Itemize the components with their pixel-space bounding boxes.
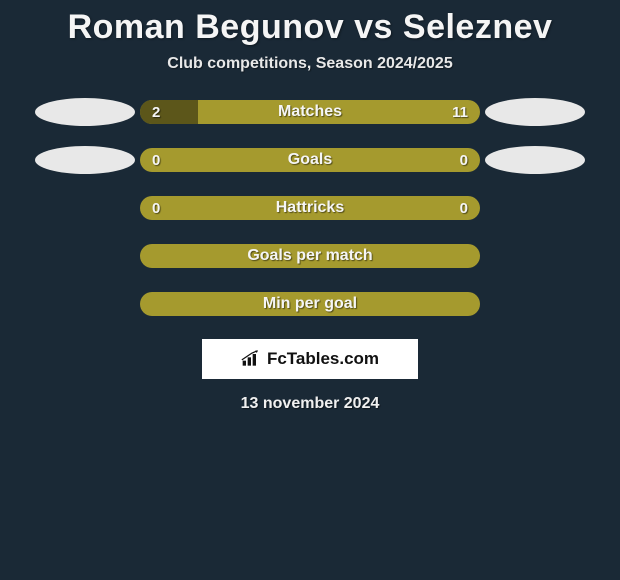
stat-bar: Min per goal: [140, 292, 480, 316]
bar-label: Goals per match: [140, 244, 480, 268]
date-text: 13 november 2024: [0, 395, 620, 413]
stat-row: 2Matches11: [0, 99, 620, 125]
stat-row: 0Hattricks0: [0, 195, 620, 221]
player-badge-left: [30, 98, 140, 126]
stat-bar: 0Hattricks0: [140, 196, 480, 220]
bar-right-value: 11: [452, 100, 468, 124]
stat-rows: 2Matches110Goals00Hattricks0Goals per ma…: [0, 99, 620, 317]
badge-ellipse: [485, 146, 585, 174]
bar-label: Min per goal: [140, 292, 480, 316]
bar-right-value: 0: [460, 196, 468, 220]
player-badge-left: [30, 146, 140, 174]
badge-ellipse: [35, 146, 135, 174]
page-title: Roman Begunov vs Seleznev: [0, 8, 620, 47]
bar-label: Goals: [140, 148, 480, 172]
stats-card: Roman Begunov vs Seleznev Club competiti…: [0, 0, 620, 413]
player-badge-right: [480, 98, 590, 126]
bar-chart-icon: [241, 350, 261, 368]
brand-box[interactable]: FcTables.com: [202, 339, 418, 379]
brand-text: FcTables.com: [267, 349, 379, 369]
stat-bar: 0Goals0: [140, 148, 480, 172]
stat-row: Min per goal: [0, 291, 620, 317]
stat-bar: 2Matches11: [140, 100, 480, 124]
badge-ellipse: [35, 98, 135, 126]
stat-row: 0Goals0: [0, 147, 620, 173]
player-badge-right: [480, 146, 590, 174]
stat-row: Goals per match: [0, 243, 620, 269]
stat-bar: Goals per match: [140, 244, 480, 268]
bar-right-value: 0: [460, 148, 468, 172]
bar-label: Hattricks: [140, 196, 480, 220]
bar-label: Matches: [140, 100, 480, 124]
badge-ellipse: [485, 98, 585, 126]
page-subtitle: Club competitions, Season 2024/2025: [0, 55, 620, 73]
